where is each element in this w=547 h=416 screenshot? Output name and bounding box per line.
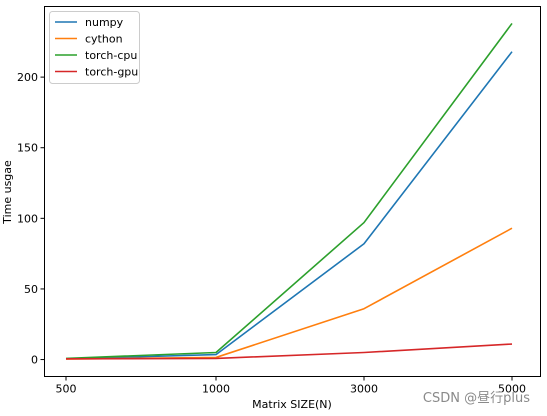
legend-box — [49, 11, 140, 84]
x-tick-label: 3000 — [350, 383, 378, 396]
y-tick-label: 50 — [24, 283, 38, 296]
series-line-torch-gpu — [65, 343, 513, 360]
legend-label-torch-gpu: torch-gpu — [85, 66, 138, 79]
legend-label-torch-cpu: torch-cpu — [85, 49, 137, 62]
y-tick-label: 0 — [31, 354, 38, 367]
y-axis-ticks: 0 50 100 150 200 — [17, 71, 45, 367]
y-tick-label: 150 — [17, 142, 38, 155]
y-tick-label: 200 — [17, 71, 38, 84]
series-line-torch-cpu — [65, 22, 513, 360]
x-tick-label: 500 — [56, 383, 77, 396]
x-tick-label: 5000 — [498, 383, 526, 396]
x-axis-ticks: 500 1000 3000 5000 — [56, 376, 526, 396]
series-line-numpy — [65, 51, 513, 360]
watermark: CSDN @昼行plus — [423, 391, 530, 406]
y-axis-label: Time usgae — [1, 160, 14, 225]
x-axis-label: Matrix SIZE(N) — [252, 398, 332, 411]
legend-label-numpy: numpy — [85, 16, 124, 29]
series-lines — [65, 22, 513, 360]
x-tick-label: 1000 — [202, 383, 230, 396]
legend: numpy cython torch-cpu torch-gpu — [49, 11, 140, 84]
legend-label-cython: cython — [85, 33, 123, 46]
y-tick-label: 100 — [17, 212, 38, 225]
